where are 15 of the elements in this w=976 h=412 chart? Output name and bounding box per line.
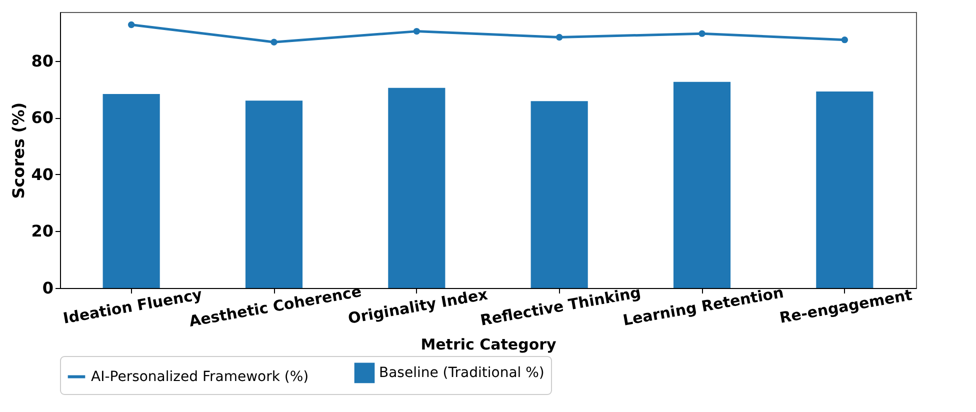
y-tick-label: 80 [31, 51, 54, 70]
y-axis-title: Scores (%) [9, 102, 28, 199]
y-tick-label: 40 [31, 164, 54, 184]
legend-label: Baseline (Traditional %) [379, 364, 544, 381]
y-tick-label: 0 [42, 278, 54, 298]
point [841, 36, 848, 44]
point [556, 34, 563, 41]
point [128, 21, 135, 28]
legend-label: AI-Personalized Framework (%) [91, 368, 309, 385]
y-tick-label: 20 [31, 222, 54, 241]
point [270, 38, 278, 46]
x-axis-title: Metric Category [420, 335, 557, 354]
point [413, 28, 420, 35]
y-tick-label: 60 [31, 108, 54, 128]
point [698, 30, 706, 37]
